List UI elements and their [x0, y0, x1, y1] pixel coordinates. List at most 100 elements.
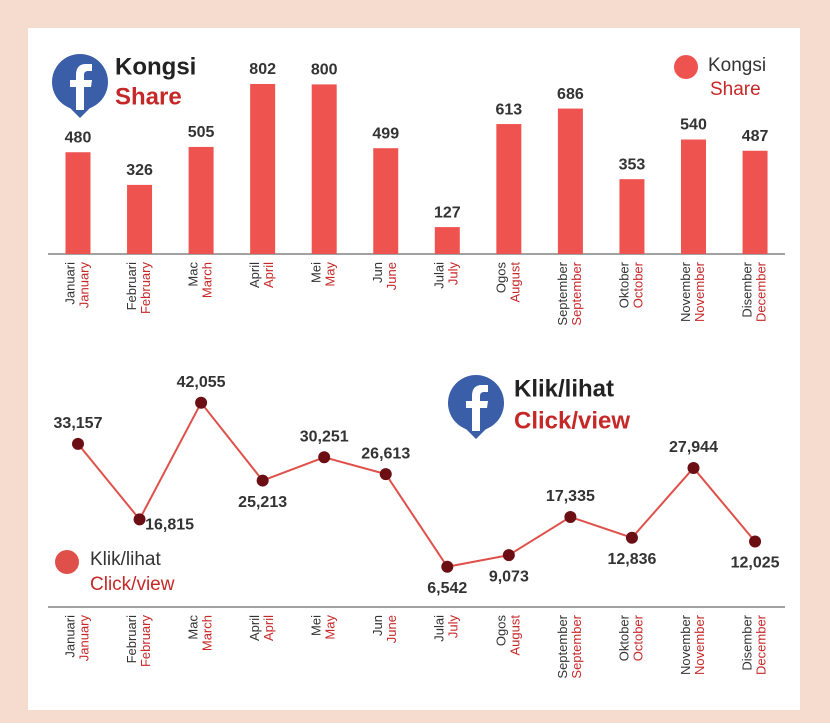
- x-tick-label: November: [692, 614, 707, 675]
- x-tick-label: April: [247, 615, 262, 641]
- marker: [195, 396, 208, 409]
- bar: [681, 139, 706, 254]
- data-label: 9,073: [489, 568, 529, 585]
- x-tick-label: Disember: [739, 261, 754, 317]
- x-tick-label: February: [138, 615, 153, 668]
- x-tick-label: October: [630, 261, 645, 308]
- data-label: 353: [619, 156, 646, 173]
- marker: [564, 510, 577, 523]
- x-tick-label: May: [323, 615, 338, 640]
- x-tick-label: October: [630, 614, 645, 661]
- bar: [496, 124, 522, 254]
- x-tick-label: November: [678, 614, 693, 675]
- data-label: 12,025: [731, 555, 780, 572]
- bar: [557, 108, 583, 255]
- x-tick-label: June: [384, 615, 399, 643]
- data-label: 540: [680, 117, 707, 134]
- subtitle: Click/view: [514, 407, 630, 434]
- x-tick-label: June: [384, 262, 399, 290]
- marker: [749, 535, 762, 548]
- x-tick-label: September: [555, 614, 570, 678]
- x-tick-label: April: [261, 262, 276, 288]
- bar: [434, 227, 460, 254]
- data-label: 802: [249, 61, 276, 78]
- x-tick-label: December: [753, 614, 768, 675]
- x-tick-label: September: [555, 261, 570, 325]
- data-label: 33,157: [54, 415, 103, 432]
- x-tick-label: Jun: [370, 615, 385, 636]
- x-tick-label: Ogos: [493, 262, 508, 294]
- x-tick-label: February: [138, 262, 153, 315]
- data-label: 42,055: [177, 374, 226, 391]
- subtitle: Share: [115, 83, 182, 110]
- x-tick-label: Disember: [739, 614, 754, 670]
- x-tick-label: January: [76, 262, 91, 309]
- bar: [250, 83, 276, 254]
- data-label: 505: [188, 124, 215, 141]
- legend-label: Kongsi: [708, 55, 766, 76]
- data-label: 17,335: [546, 488, 595, 505]
- x-tick-label: November: [692, 261, 707, 322]
- panel: [28, 28, 800, 710]
- marker: [625, 531, 638, 544]
- line: [77, 400, 756, 568]
- marker: [379, 468, 392, 481]
- bar: [619, 179, 645, 254]
- data-label: 499: [372, 125, 399, 142]
- marker: [133, 513, 146, 526]
- legend-swatch: [55, 550, 79, 574]
- x-tick-label: March: [200, 615, 215, 651]
- data-label: 30,251: [300, 429, 349, 446]
- x-tick-label: Januari: [62, 262, 77, 305]
- marker: [441, 560, 454, 573]
- x-tick-label: Oktober: [616, 261, 631, 308]
- x-tick-label: November: [678, 261, 693, 322]
- data-label: 6,542: [427, 580, 467, 597]
- x-tick-label: Mei: [309, 615, 324, 636]
- data-label: 613: [495, 101, 522, 118]
- x-tick-label: April: [261, 615, 276, 641]
- data-label: 480: [65, 129, 92, 146]
- x-tick-label: July: [446, 615, 461, 639]
- title: Kongsi: [115, 53, 196, 80]
- bar: [127, 184, 153, 254]
- data-label: 487: [742, 128, 769, 145]
- x-tick-label: May: [323, 262, 338, 287]
- bar: [373, 148, 399, 254]
- x-tick-label: Julai: [432, 262, 447, 289]
- data-label: 686: [557, 86, 584, 103]
- x-tick-label: Mei: [309, 262, 324, 283]
- marker: [687, 461, 700, 474]
- title: Klik/lihat: [514, 375, 614, 402]
- x-tick-label: September: [569, 614, 584, 678]
- marker: [256, 474, 269, 487]
- data-label: 12,836: [607, 551, 656, 568]
- x-tick-label: July: [446, 262, 461, 286]
- legend-label: Share: [710, 79, 761, 100]
- data-label: 26,613: [361, 445, 410, 462]
- legend-swatch: [674, 55, 698, 79]
- x-tick-label: Februari: [124, 262, 139, 311]
- legend-label: Click/view: [90, 574, 175, 595]
- bar: [65, 152, 91, 254]
- bar: [742, 150, 768, 254]
- x-tick-label: April: [247, 262, 262, 288]
- x-tick-label: August: [507, 262, 522, 303]
- data-label: 27,944: [669, 439, 718, 456]
- marker: [72, 437, 84, 450]
- x-tick-label: March: [200, 262, 215, 298]
- marker: [318, 451, 331, 464]
- x-tick-label: January: [76, 615, 91, 662]
- data-label: 127: [434, 204, 461, 221]
- data-label: 25,213: [238, 494, 287, 511]
- x-tick-label: September: [569, 261, 584, 325]
- fb-icon: [52, 54, 108, 118]
- x-tick-label: Julai: [432, 615, 447, 642]
- x-tick-label: December: [753, 261, 768, 322]
- legend-label: Klik/lihat: [90, 549, 161, 570]
- data-label: 800: [311, 62, 338, 79]
- fb-icon: [448, 375, 504, 439]
- bar: [311, 84, 337, 255]
- bar: [188, 146, 214, 254]
